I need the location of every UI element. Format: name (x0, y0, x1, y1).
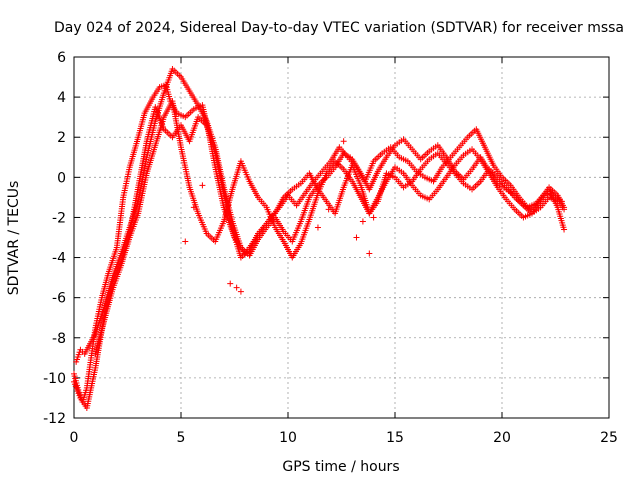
plot-frame (73, 56, 610, 419)
data-point (237, 288, 244, 295)
data-point (366, 250, 373, 257)
data-point (370, 214, 377, 221)
data-point (314, 224, 321, 231)
y-tick-label: -10 (43, 371, 66, 387)
y-tick-label: -2 (52, 210, 66, 226)
data-point (353, 234, 360, 241)
data-point (561, 226, 568, 233)
data-point (561, 206, 568, 213)
y-tick-label: 4 (57, 90, 66, 106)
x-tick-label: 10 (279, 430, 297, 446)
y-axis-label: SDTVAR / TECUs (6, 181, 22, 296)
x-axis-label: GPS time / hours (282, 459, 399, 475)
x-tick-label: 5 (177, 430, 186, 446)
x-tick-label: 0 (70, 430, 79, 446)
x-tick-label: 15 (386, 430, 404, 446)
data-point (199, 182, 206, 189)
axis-ticks: 0 5 10 15 20 25 -12 -10 -8 -6 -4 -2 0 2 4 6 (43, 50, 618, 446)
data-point (182, 238, 189, 245)
data-point (190, 204, 197, 211)
data-point (325, 206, 332, 213)
data-point (347, 154, 354, 161)
y-tick-label: -4 (52, 251, 66, 267)
x-tick-label: 20 (493, 430, 511, 446)
data-point (359, 218, 366, 225)
y-tick-label: 2 (57, 130, 66, 146)
data-point (227, 280, 234, 287)
chart-title: Day 024 of 2024, Sidereal Day-to-day VTE… (54, 20, 624, 36)
y-tick-label: -6 (52, 291, 66, 307)
x-tick-label: 25 (600, 430, 618, 446)
y-tick-label: 6 (57, 50, 66, 66)
data-point (340, 138, 347, 145)
y-tick-label: -8 (52, 331, 66, 347)
y-tick-label: -12 (43, 411, 66, 427)
data-point (233, 284, 240, 291)
grid (74, 57, 609, 418)
data-marks (71, 66, 568, 411)
y-tick-label: 0 (57, 170, 66, 186)
